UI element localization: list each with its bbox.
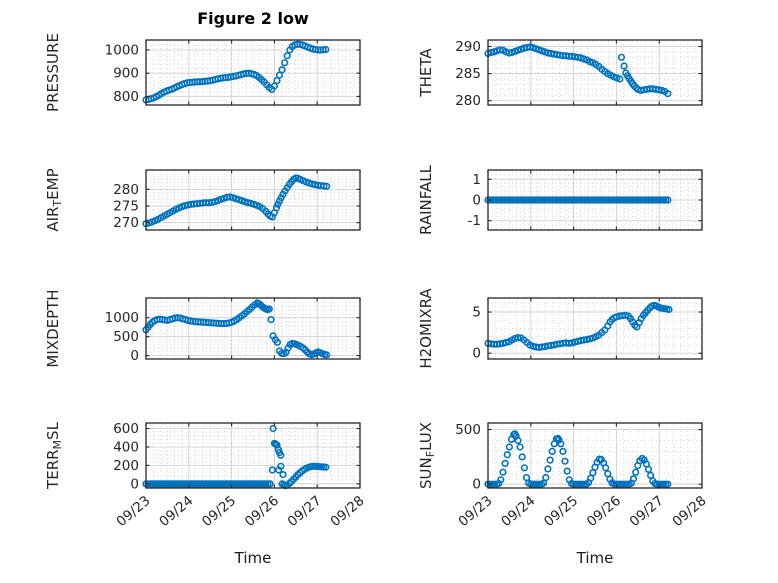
y-tick-label: 0 <box>130 348 139 364</box>
x-tick-label: 09/24 <box>156 493 196 530</box>
x-tick-label: 09/23 <box>455 493 495 530</box>
x-axis-label-right: Time <box>576 549 614 567</box>
y-tick-label: 400 <box>113 439 139 455</box>
y-tick-label: 1000 <box>105 310 139 326</box>
y-tick-label: -1 <box>468 213 481 229</box>
subplot-mixdepth: 0 500 1000 MIXDEPTH <box>44 289 361 368</box>
pressure-series <box>142 40 330 104</box>
x-tick-label: 09/26 <box>242 493 282 530</box>
y-tick-label: 0 <box>472 346 481 362</box>
y-tick-label: 500 <box>455 422 481 438</box>
y-tick-label: 270 <box>113 215 139 231</box>
y-tick-label: 280 <box>455 93 481 109</box>
y-tick-label: 5 <box>472 305 481 321</box>
x-tick-label: 09/25 <box>541 493 581 530</box>
x-tick-label: 09/27 <box>285 493 325 530</box>
y-tick-label: 500 <box>113 329 139 345</box>
y-axis-label-rainfall: RAINFALL <box>417 164 435 235</box>
mixdepth-series <box>142 299 331 359</box>
y-tick-label: 280 <box>113 182 139 198</box>
y-axis-label-pressure: PRESSURE <box>44 33 62 112</box>
air-temp-series <box>142 174 331 228</box>
x-tick-label: 09/26 <box>584 493 624 530</box>
y-tick-label: 0 <box>472 193 481 209</box>
subplot-sun-flux: 0 500 SUNFLUX 09/23 09/24 09/25 09/26 09/27 09/2… <box>417 422 710 530</box>
y-tick-label: 290 <box>455 39 481 55</box>
y-tick-label: 1 <box>472 172 481 188</box>
y-tick-label: 200 <box>113 458 139 474</box>
theta-series <box>484 43 672 98</box>
y-tick-label: 275 <box>113 199 139 215</box>
y-axis-label-h2omixra: H2OMIXRA <box>417 288 435 369</box>
y-axis-label-mixdepth: MIXDEPTH <box>44 289 62 367</box>
sun-flux-series <box>484 430 672 488</box>
rainfall-series <box>484 196 672 204</box>
x-tick-label: 09/25 <box>199 493 239 530</box>
x-tick-label: 09/24 <box>498 493 538 530</box>
y-axis-label-theta: THETA <box>417 48 435 98</box>
x-tick-label: 09/27 <box>627 493 667 530</box>
y-axis-label-air-temp: AIRTEMP <box>44 168 64 231</box>
y-tick-label: 1000 <box>105 42 139 58</box>
subplot-rainfall: -1 0 1 RAINFALL <box>417 164 703 235</box>
y-axis-label-terr-msl: TERRMSL <box>44 421 64 490</box>
h2omixra-series <box>484 301 673 352</box>
x-tick-label: 09/28 <box>669 493 709 530</box>
y-axis-label-sun-flux: SUNFLUX <box>417 422 437 489</box>
x-tick-label: 09/23 <box>113 493 153 530</box>
y-tick-label: 600 <box>113 421 139 437</box>
figure-title: Figure 2 low <box>197 9 309 28</box>
y-tick-label: 285 <box>455 66 481 82</box>
x-axis-label-left: Time <box>234 549 272 567</box>
y-tick-label: 0 <box>130 476 139 492</box>
y-tick-label: 800 <box>113 89 139 105</box>
subplot-pressure: 800 900 1000 PRESSURE <box>44 33 361 112</box>
y-tick-label: 900 <box>113 66 139 82</box>
x-tick-label: 09/28 <box>327 493 367 530</box>
subplot-h2omixra: 0 5 H2OMIXRA <box>417 288 703 369</box>
y-tick-label: 0 <box>472 477 481 493</box>
subplot-theta: 280 285 290 THETA <box>417 39 703 109</box>
